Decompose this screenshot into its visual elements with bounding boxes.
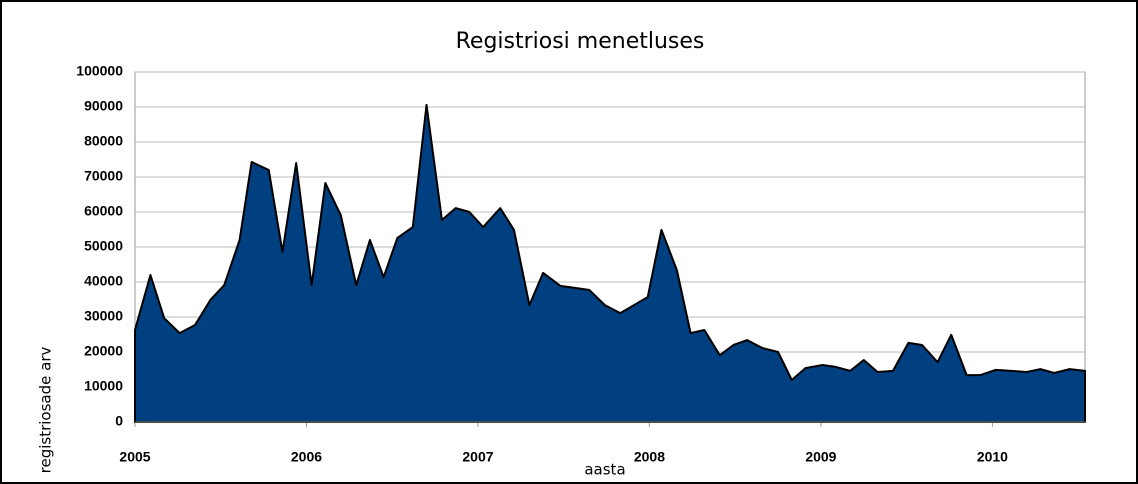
x-tick-label: 2006 [291,449,322,465]
y-tick-label: 30000 [84,308,123,324]
x-tick-label: 2009 [805,449,836,465]
y-tick-label: 20000 [84,343,123,359]
y-axis-label: registriosade arv [37,347,55,474]
x-tick-label: 2007 [462,449,493,465]
y-tick-label: 60000 [84,203,123,219]
y-tick-label: 50000 [84,238,123,254]
x-tick-label: 2005 [119,449,150,465]
y-tick-label: 10000 [84,378,123,394]
area [134,103,1086,423]
y-tick-label: 40000 [84,273,123,289]
y-tick-label: 0 [115,413,123,429]
y-tick-label: 70000 [84,168,123,184]
x-tick-label: 2010 [977,449,1008,465]
y-tick-label: 90000 [84,98,123,114]
y-tick-label: 80000 [84,133,123,149]
chart-title: Registriosi menetluses [456,29,705,54]
x-axis-label: aasta [584,461,625,479]
y-tick-label: 100000 [76,63,123,79]
x-tick-label: 2008 [634,449,665,465]
